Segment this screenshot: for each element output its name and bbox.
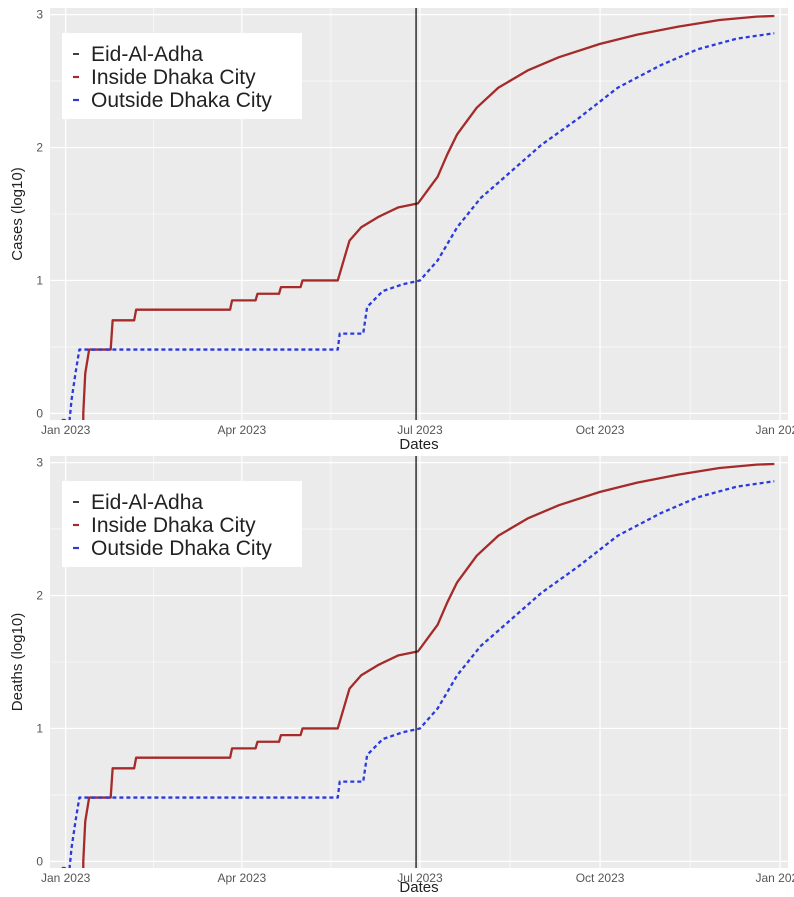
chart-1: 0 1 2 3 Jan 2023 Apr 2023 Jul 2023 Oct 2023 Jan … <box>9 8 794 453</box>
y-tick-label: 3 <box>36 8 43 22</box>
legend-label: Eid-Al-Adha <box>91 43 203 66</box>
x-axis-title: Dates <box>399 879 438 896</box>
legend-label: Inside Dhaka City <box>91 66 256 89</box>
x-tick-label: Jan 2024 <box>755 871 794 885</box>
legend-label: Outside Dhaka City <box>91 89 272 112</box>
x-tick-label: Jul 2023 <box>397 423 443 437</box>
y-tick-label: 2 <box>36 589 43 603</box>
y-axis-title: Cases (log10) <box>9 167 26 260</box>
y-tick-label: 0 <box>36 406 43 420</box>
legend-box <box>62 481 302 567</box>
x-tick-label: Jan 2024 <box>755 423 794 437</box>
chart-2: 0 1 2 3 Jan 2023 Apr 2023 Jul 2023 Oct 2023 Jan … <box>9 456 794 896</box>
x-tick-label: Apr 2023 <box>217 423 266 437</box>
x-axis-title: Dates <box>399 436 438 453</box>
y-tick-label: 0 <box>36 854 43 868</box>
y-tick-label: 2 <box>36 141 43 155</box>
series-line-inside-dhaka-city <box>82 14 775 420</box>
y-tick-label: 3 <box>36 456 43 470</box>
x-tick-label: Jan 2023 <box>41 871 91 885</box>
legend-label: Inside Dhaka City <box>91 514 256 537</box>
x-tick-label: Oct 2023 <box>576 871 625 885</box>
y-tick-label: 1 <box>36 273 43 287</box>
x-tick-label: Jul 2023 <box>397 871 443 885</box>
x-tick-label: Oct 2023 <box>576 423 625 437</box>
y-tick-label: 1 <box>36 721 43 735</box>
legend-label: Outside Dhaka City <box>91 537 272 560</box>
x-tick-label: Jan 2023 <box>41 423 91 437</box>
series-line-outside-dhaka-city <box>61 480 775 868</box>
series-line-outside-dhaka-city <box>61 32 775 420</box>
y-axis-title: Deaths (log10) <box>9 613 26 711</box>
legend-box <box>62 33 302 119</box>
x-tick-label: Apr 2023 <box>217 871 266 885</box>
series-line-inside-dhaka-city <box>82 462 775 868</box>
legend-label: Eid-Al-Adha <box>91 491 203 514</box>
